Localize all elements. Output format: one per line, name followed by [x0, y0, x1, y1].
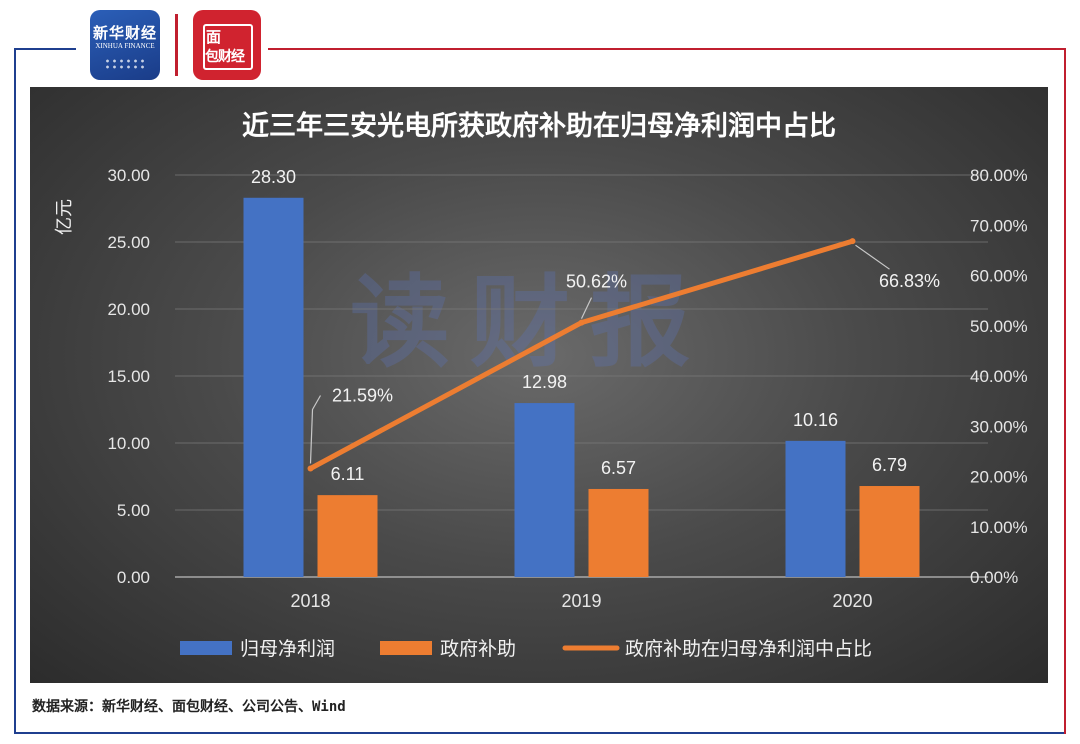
- y2-tick-label: 0.00%: [970, 568, 1018, 587]
- y-tick-label: 30.00: [107, 166, 150, 185]
- y2-axis-ticks: 0.00% 10.00% 20.00% 30.00% 40.00% 50.00% 60.00…: [970, 166, 1028, 587]
- bar-net-profit-2019: [514, 403, 575, 577]
- bar-subsidy-2019: [588, 488, 649, 577]
- bar-subsidy-2018: [317, 495, 378, 577]
- y-tick-label: 0.00: [117, 568, 150, 587]
- y-tick-label: 15.00: [107, 367, 150, 386]
- y2-tick-label: 70.00%: [970, 216, 1028, 235]
- bar-data-label: 6.79: [872, 455, 907, 475]
- x-axis-ticks: 2018 2019 2020: [290, 591, 872, 611]
- ratio-line-point: [849, 238, 856, 245]
- mianbao-logo-line2: 包财经: [205, 49, 245, 65]
- ratio-line-group: 21.59% 50.62% 66.83%: [307, 238, 940, 472]
- ratio-data-label: 50.62%: [566, 272, 627, 292]
- ratio-line-point: [578, 319, 585, 326]
- gridlines: [175, 174, 988, 578]
- legend-label-net-profit: 归母净利润: [240, 638, 335, 660]
- x-tick-label: 2018: [290, 591, 330, 611]
- legend: 归母净利润 政府补助 政府补助在归母净利润中占比: [180, 638, 872, 660]
- bars-group: 28.30 6.11 12.98 6.57 10.16 6.79: [243, 167, 920, 577]
- y2-tick-label: 50.00%: [970, 317, 1028, 336]
- y-axis-ticks: 0.00 5.00 10.00 15.00 20.00 25.00 30.00: [107, 166, 150, 587]
- frame-line-left: [14, 48, 16, 734]
- xinhua-logo-name: 新华财经: [92, 24, 157, 42]
- ratio-label-leader: [855, 244, 890, 270]
- xinhua-finance-logo: 新华财经 XINHUA FINANCE: [90, 10, 160, 80]
- ratio-data-label: 21.59%: [332, 386, 393, 406]
- bar-data-label: 6.11: [331, 464, 365, 484]
- chart-title: 近三年三安光电所获政府补助在归母净利润中占比: [242, 110, 836, 142]
- bar-data-label: 6.57: [601, 458, 636, 478]
- y2-tick-label: 30.00%: [970, 417, 1028, 436]
- y2-tick-label: 10.00%: [970, 518, 1028, 537]
- ratio-data-label: 66.83%: [879, 271, 940, 291]
- y-tick-label: 10.00: [107, 434, 150, 453]
- ratio-label-leader: [580, 297, 593, 319]
- xinhua-logo-dots: [104, 58, 146, 70]
- y-tick-label: 25.00: [107, 233, 150, 252]
- bar-net-profit-2018: [243, 197, 304, 577]
- x-tick-label: 2019: [561, 591, 601, 611]
- legend-swatch-subsidy: [380, 641, 432, 655]
- y-tick-label: 20.00: [107, 300, 150, 319]
- y2-tick-label: 20.00%: [970, 468, 1028, 487]
- bar-net-profit-2020: [785, 440, 846, 577]
- ratio-label-leader: [309, 395, 322, 464]
- logo-divider: [175, 14, 178, 76]
- x-tick-label: 2020: [832, 591, 872, 611]
- bar-subsidy-2020: [859, 486, 920, 577]
- xinhua-logo-english: XINHUA FINANCE: [95, 42, 155, 50]
- y2-tick-label: 40.00%: [970, 367, 1028, 386]
- legend-label-ratio: 政府补助在归母净利润中占比: [625, 638, 872, 660]
- chart-svg: 读财报 近三年三安光电所获政府补助在归母净利润中占比 亿元 0.00 5.00 10…: [54, 110, 1028, 660]
- legend-label-subsidy: 政府补助: [440, 638, 516, 660]
- y2-tick-label: 60.00%: [970, 267, 1028, 286]
- legend-swatch-net-profit: [180, 641, 232, 655]
- bar-data-label: 10.16: [793, 410, 838, 430]
- bar-data-label: 28.30: [251, 167, 296, 187]
- y-axis-label: 亿元: [54, 199, 75, 235]
- frame-line-top-right: [268, 48, 1066, 50]
- mianbao-logo-box: [203, 24, 253, 70]
- source-note: 数据来源：新华财经、面包财经、公司公告、Wind: [32, 699, 346, 715]
- chart-panel: 读财报 近三年三安光电所获政府补助在归母净利润中占比 亿元 0.00 5.00 10…: [30, 87, 1048, 683]
- mianbao-logo-line1: 面: [206, 28, 222, 46]
- watermark-text: 读财报: [350, 264, 710, 381]
- bar-data-label: 12.98: [522, 372, 567, 392]
- y2-tick-label: 80.00%: [970, 166, 1028, 185]
- frame-line-right: [1064, 48, 1066, 734]
- frame-line-top-left: [14, 48, 76, 50]
- frame-line-bottom: [14, 732, 1066, 734]
- y-tick-label: 5.00: [117, 501, 150, 520]
- ratio-line-point: [307, 465, 314, 472]
- mianbao-finance-logo: 面 包财经: [193, 10, 261, 80]
